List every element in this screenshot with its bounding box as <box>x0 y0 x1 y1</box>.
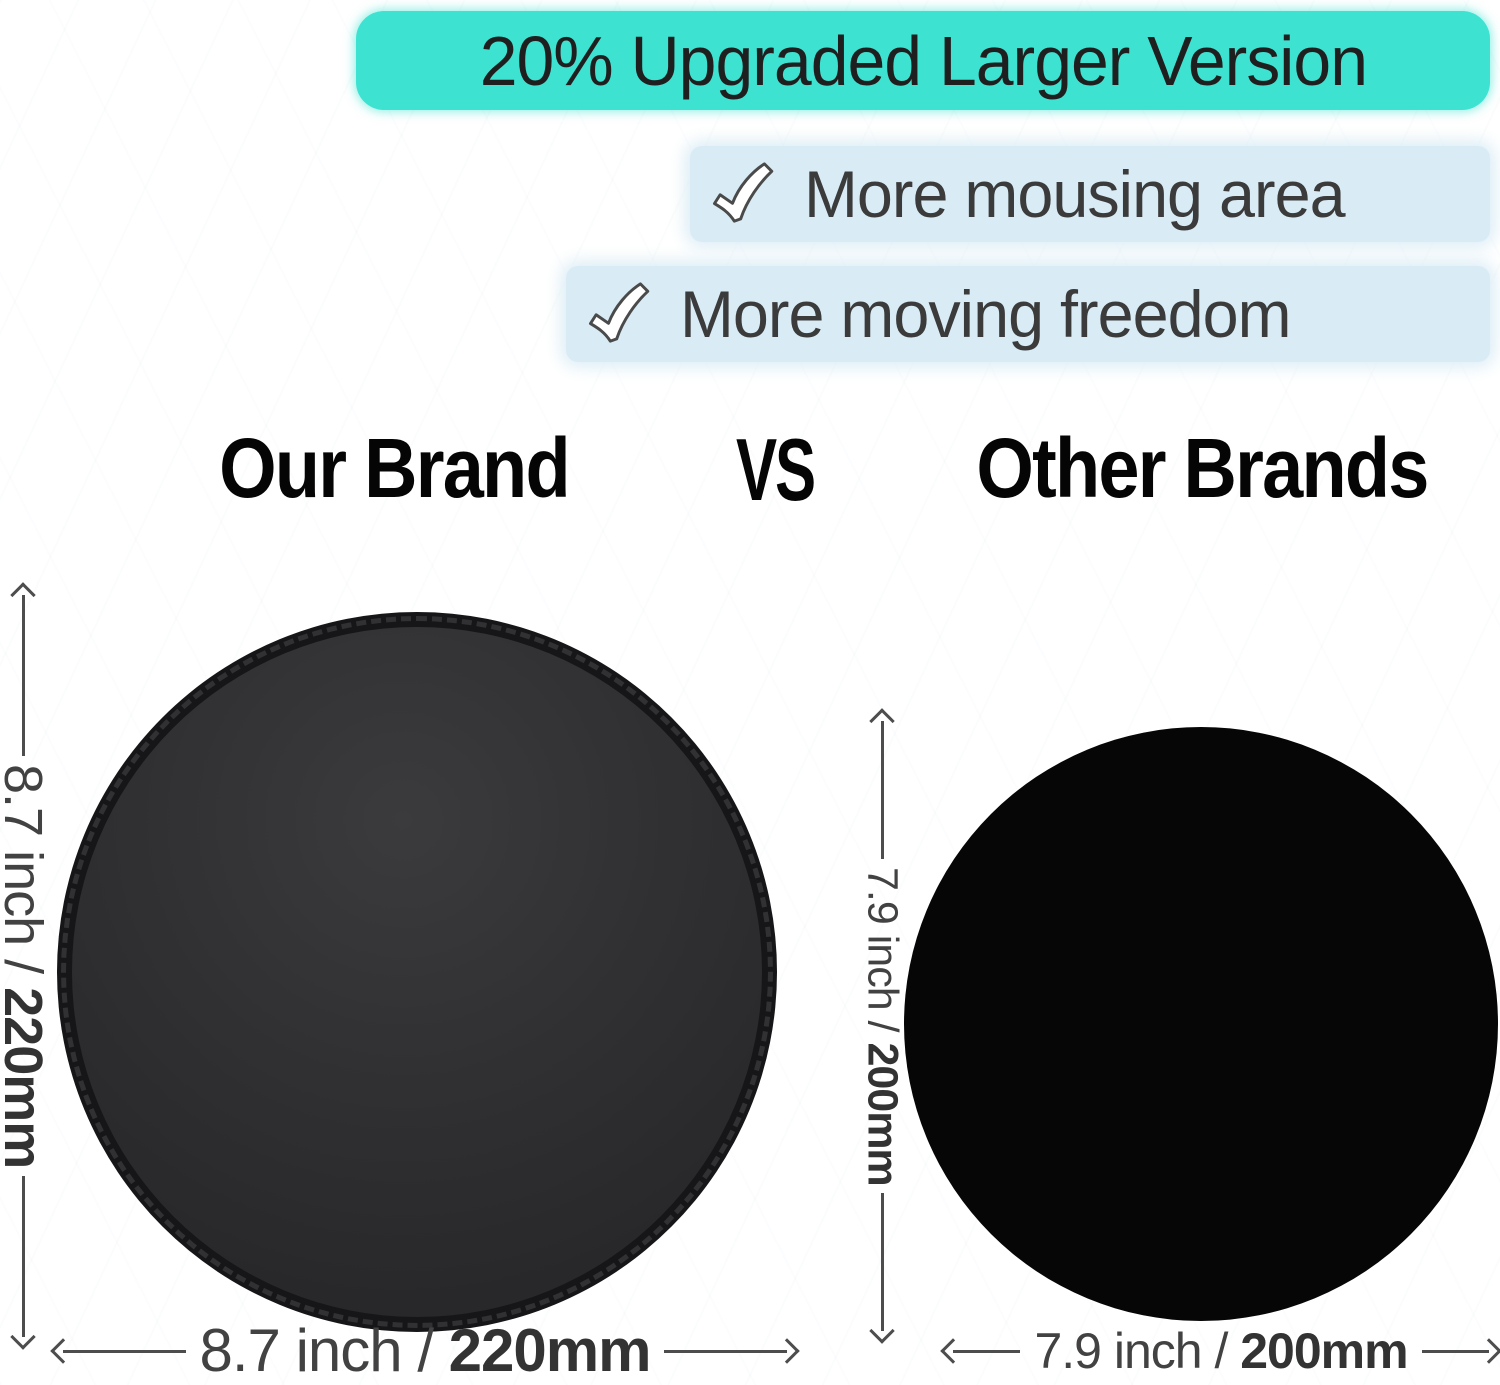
dimension-line <box>21 1176 25 1337</box>
arrow-up-icon <box>10 582 36 608</box>
check-icon <box>713 162 774 223</box>
dimension-line <box>953 1349 1021 1353</box>
dimension-size-text: 7.9 inch / <box>1034 1323 1241 1379</box>
arrow-down-icon <box>869 1318 895 1344</box>
dimension-label: 8.7 inch / 220mm <box>200 1321 652 1381</box>
dimension-label: 7.9 inch / 200mm <box>858 866 907 1186</box>
other-pad-width-dimension: 7.9 inch / 200mm <box>940 1322 1500 1380</box>
arrow-left-icon <box>940 1338 966 1364</box>
dimension-label: 7.9 inch / 200mm <box>1034 1323 1408 1379</box>
stitched-edge <box>61 616 773 1328</box>
dimension-label: 8.7 inch / 220mm <box>0 763 53 1169</box>
promo-banner: 20% Upgraded Larger Version <box>356 11 1490 110</box>
feature-label: More mousing area <box>804 157 1346 231</box>
dimension-mm-text: 220mm <box>0 987 53 1169</box>
other-brands-title: Other Brands <box>976 421 1429 515</box>
arrow-left-icon <box>50 1338 76 1364</box>
mousepad-surface <box>72 627 762 1317</box>
dimension-line <box>63 1349 186 1353</box>
our-pad-height-dimension: 8.7 inch / 220mm <box>0 582 53 1350</box>
other-brand-mousepad-image <box>904 727 1498 1321</box>
feature-row-moving-freedom: More moving freedom <box>566 266 1490 362</box>
our-brand-mousepad-image <box>57 612 777 1332</box>
our-pad-width-dimension: 8.7 inch / 220mm <box>50 1320 800 1382</box>
dimension-mm-text: 220mm <box>448 1317 652 1384</box>
dimension-line <box>880 721 884 859</box>
comparison-heading: Our Brand VS Other Brands <box>0 426 1500 516</box>
promo-banner-label: 20% Upgraded Larger Version <box>479 21 1367 100</box>
dimension-mm-text: 200mm <box>1240 1323 1408 1379</box>
dimension-mm-text: 200mm <box>858 1042 907 1186</box>
vs-label: VS <box>736 420 816 519</box>
check-icon <box>589 282 650 343</box>
other-pad-height-dimension: 7.9 inch / 200mm <box>858 708 907 1344</box>
dimension-line <box>21 595 25 756</box>
dimension-line <box>664 1349 787 1353</box>
dimension-size-text: 7.9 inch / <box>858 866 907 1043</box>
arrow-right-icon <box>774 1338 800 1364</box>
dimension-size-text: 8.7 inch / <box>199 1317 449 1384</box>
arrow-right-icon <box>1476 1338 1500 1364</box>
feature-label: More moving freedom <box>680 277 1291 351</box>
dimension-line <box>880 1193 884 1332</box>
feature-row-mousing-area: More mousing area <box>690 146 1490 242</box>
our-brand-title: Our Brand <box>219 421 570 515</box>
arrow-down-icon <box>10 1324 36 1350</box>
dimension-line <box>1421 1349 1490 1353</box>
dimension-size-text: 8.7 inch / <box>0 763 53 973</box>
arrow-up-icon <box>869 708 895 734</box>
